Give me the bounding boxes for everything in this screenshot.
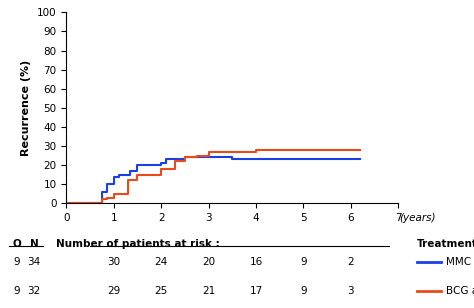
Text: Number of patients at risk :: Number of patients at risk :: [55, 239, 219, 249]
Text: 3: 3: [347, 286, 354, 296]
Text: 9: 9: [300, 257, 307, 267]
Text: 25: 25: [155, 286, 168, 296]
Text: 34: 34: [27, 257, 41, 267]
Text: N: N: [30, 239, 38, 249]
Text: 21: 21: [202, 286, 215, 296]
Text: 30: 30: [107, 257, 120, 267]
Text: 9: 9: [300, 286, 307, 296]
Text: MMC + BCG: MMC + BCG: [446, 257, 474, 267]
Text: 29: 29: [107, 286, 120, 296]
Text: (years): (years): [399, 213, 435, 223]
Text: 32: 32: [27, 286, 41, 296]
Text: 17: 17: [249, 286, 263, 296]
Y-axis label: Recurrence (%): Recurrence (%): [21, 60, 31, 156]
Text: 16: 16: [249, 257, 263, 267]
Text: 24: 24: [155, 257, 168, 267]
Text: 9: 9: [13, 257, 20, 267]
Text: O: O: [12, 239, 21, 249]
Text: 9: 9: [13, 286, 20, 296]
Text: BCG alone: BCG alone: [446, 286, 474, 296]
Text: 20: 20: [202, 257, 215, 267]
Text: Treatment: Treatment: [417, 239, 474, 249]
Text: 2: 2: [347, 257, 354, 267]
